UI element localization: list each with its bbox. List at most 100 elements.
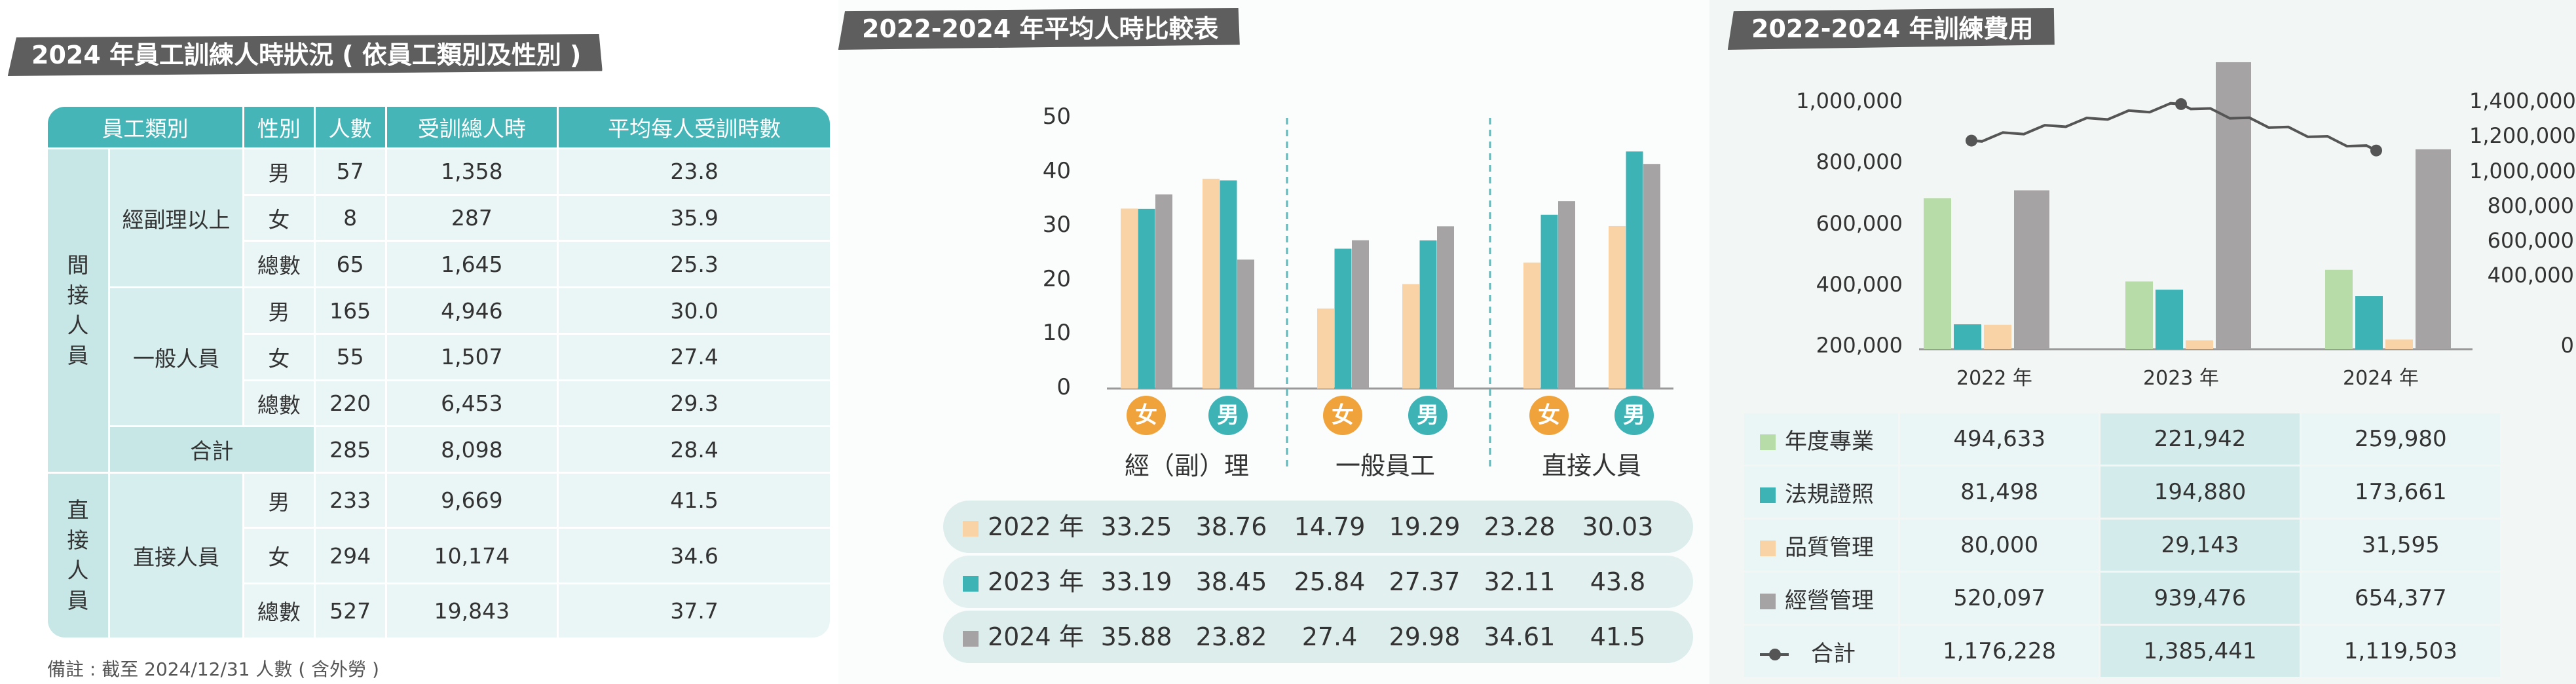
data-value: 494,633 <box>1900 413 2099 465</box>
count-cell: 65 <box>315 242 385 287</box>
x-tick-label: 2024 年 <box>2343 367 2419 390</box>
y-tick-label: 10 <box>1042 320 1071 347</box>
bar <box>1540 214 1558 389</box>
data-value: 25.84 <box>1294 567 1366 596</box>
hours-cell: 6,453 <box>386 381 557 426</box>
hours-cell: 4,946 <box>386 288 557 333</box>
data-value: 1,119,503 <box>2301 626 2500 677</box>
bar <box>1155 194 1172 389</box>
y-tick-label: 20 <box>1042 265 1071 292</box>
y-tick-label: 0 <box>1056 374 1071 400</box>
data-value: 259,980 <box>2301 413 2500 465</box>
legend-swatch <box>963 575 979 592</box>
y-tick-label: 50 <box>1042 104 1071 130</box>
y-tick-label: 30 <box>1042 212 1071 238</box>
data-value: 23.82 <box>1195 622 1267 651</box>
x-tick-label: 2023 年 <box>2143 367 2219 390</box>
data-value: 31,595 <box>2301 520 2500 571</box>
bar <box>2325 269 2353 349</box>
data-value: 1,385,441 <box>2100 626 2300 677</box>
count-cell: 527 <box>315 584 385 637</box>
header-gender: 性別 <box>244 107 314 147</box>
sub-manager: 經副理以上 <box>110 149 242 287</box>
count-cell: 165 <box>315 288 385 333</box>
table-row: 法規證照 81,498 194,880 173,661 <box>1744 466 2500 518</box>
header-average-hours: 平均每人受訓時數 <box>559 107 830 147</box>
gender-cell: 女 <box>244 529 314 582</box>
table-row-subtotal: 合計 285 8,098 28.4 <box>48 427 830 472</box>
bar <box>1523 262 1540 389</box>
hours-cell: 1,645 <box>386 242 557 287</box>
data-value: 939,476 <box>2100 573 2300 624</box>
bar <box>2156 290 2183 349</box>
data-value: 33.25 <box>1100 512 1172 541</box>
series-label: 2023 年 <box>963 556 1084 608</box>
hours-cell: 1,507 <box>386 334 557 379</box>
table-header-row: 員工類別 性別 人數 受訓總人時 平均每人受訓時數 <box>48 107 830 147</box>
bar <box>1954 324 1981 349</box>
bar <box>1334 248 1352 389</box>
right-y-tick-label: 400,000 <box>2487 263 2574 288</box>
series-name-cell: 年度專業 <box>1744 413 1898 465</box>
header-count: 人數 <box>315 107 385 147</box>
subtotal-label: 合計 <box>110 427 314 472</box>
count-cell: 285 <box>315 427 385 472</box>
x-tick-label: 2022 年 <box>1956 367 2032 390</box>
data-value: 80,000 <box>1900 520 2099 571</box>
right-y-tick-label: 1,200,000 <box>2469 123 2576 149</box>
avg-cell: 27.4 <box>559 334 830 379</box>
table-row: 女 55 1,507 27.4 <box>48 334 830 379</box>
bar <box>1924 198 1951 349</box>
legend-swatch <box>963 630 979 647</box>
bar <box>2416 149 2451 349</box>
data-value: 38.45 <box>1195 567 1267 596</box>
series-name-cell: 法規證照 <box>1744 466 1898 518</box>
table-row: 女 294 10,174 34.6 <box>48 529 830 582</box>
total-point <box>1966 134 1977 147</box>
gender-badge: 女 <box>1529 396 1569 435</box>
gender-cell: 總數 <box>244 381 314 426</box>
series-name: 2023 年 <box>988 567 1084 596</box>
bar <box>1609 225 1626 389</box>
bar <box>1402 284 1419 389</box>
gender-cell: 女 <box>244 334 314 379</box>
data-value: 27.4 <box>1301 622 1358 651</box>
gender-badge: 女 <box>1323 396 1362 435</box>
group-indirect-label: 間接人員 <box>67 252 89 369</box>
gender-badge: 男 <box>1408 396 1447 435</box>
total-line <box>1971 102 2377 152</box>
y-tick-label: 40 <box>1042 157 1071 184</box>
avg-cell: 37.7 <box>559 584 830 637</box>
table-row: 女 8 287 35.9 <box>48 195 830 240</box>
sub-direct: 直接人員 <box>110 474 242 637</box>
bar <box>1643 164 1660 389</box>
series-row: 2024 年 35.88 23.82 27.4 29.98 34.61 41.5 <box>943 611 1693 663</box>
bar <box>1317 308 1334 389</box>
data-value: 30.03 <box>1582 512 1654 541</box>
legend-swatch <box>1760 594 1776 609</box>
sub-general: 一般人員 <box>110 288 242 426</box>
left-y-tick-label: 400,000 <box>1816 271 1903 297</box>
legend-swatch <box>1760 434 1776 450</box>
bar <box>1203 178 1220 389</box>
data-value: 194,880 <box>2100 466 2300 518</box>
data-value: 221,942 <box>2100 413 2300 465</box>
bar <box>2216 62 2251 350</box>
series-name-cell: 品質管理 <box>1744 520 1898 571</box>
count-cell: 55 <box>315 334 385 379</box>
footnote: 備註 : 截至 2024/12/31 人數 ( 含外勞 ) <box>47 658 379 680</box>
bar <box>1220 180 1237 389</box>
avg-cell: 28.4 <box>559 427 830 472</box>
table-row: 年度專業 494,633 221,942 259,980 <box>1744 413 2500 465</box>
series-name: 2022 年 <box>988 512 1084 541</box>
data-value: 33.19 <box>1100 567 1172 596</box>
total-point <box>2370 144 2382 157</box>
gender-cell: 總數 <box>244 242 314 287</box>
avg-cell: 29.3 <box>559 381 830 426</box>
bar <box>2125 281 2153 349</box>
header-total-hours: 受訓總人時 <box>386 107 557 147</box>
right-y-tick-label: 1,400,000 <box>2469 88 2576 113</box>
count-cell: 294 <box>315 529 385 582</box>
legend-swatch <box>1760 541 1776 556</box>
